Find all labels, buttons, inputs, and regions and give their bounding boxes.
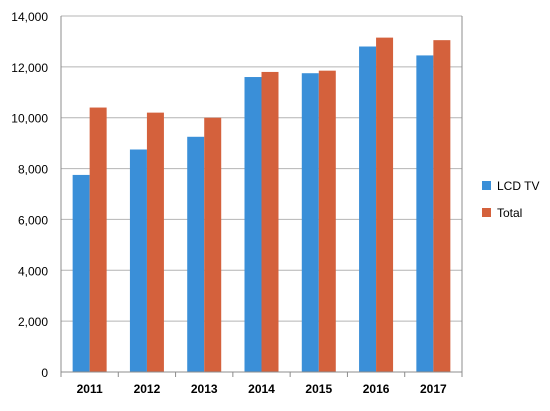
bar-lcd-tv-2016 bbox=[359, 46, 377, 373]
bar-total-2014 bbox=[261, 71, 279, 372]
bar-lcd-tv-2017 bbox=[416, 55, 434, 373]
y-tick-label: 8,000 bbox=[18, 163, 48, 177]
bar-total-2016 bbox=[376, 37, 394, 372]
y-tick-label: 6,000 bbox=[18, 213, 48, 227]
x-tick-label: 2011 bbox=[77, 382, 103, 396]
bar-lcd-tv-2014 bbox=[244, 77, 262, 373]
legend-swatch-total bbox=[482, 208, 491, 217]
x-tick-label: 2015 bbox=[305, 382, 332, 396]
bar-total-2013 bbox=[204, 117, 222, 372]
axes bbox=[60, 16, 463, 377]
bar-total-2017 bbox=[433, 40, 451, 373]
bar-lcd-tv-2013 bbox=[187, 136, 205, 372]
bar-total-2011 bbox=[89, 107, 107, 373]
y-tick-label: 10,000 bbox=[11, 112, 48, 126]
y-tick-label: 4,000 bbox=[18, 264, 48, 278]
bar-total-2015 bbox=[318, 70, 336, 373]
bar-lcd-tv-2012 bbox=[129, 149, 147, 372]
bar-total-2012 bbox=[146, 112, 164, 372]
y-tick-label: 12,000 bbox=[11, 61, 48, 75]
x-tick-labels: 2011 2012 2013 2014 2015 2016 2017 bbox=[77, 382, 447, 396]
legend: LCD TV Total bbox=[482, 179, 539, 220]
bar-lcd-tv-2011 bbox=[72, 174, 90, 372]
legend-label-total: Total bbox=[497, 206, 522, 220]
x-tick-label: 2017 bbox=[420, 382, 447, 396]
legend-label-lcd-tv: LCD TV bbox=[497, 179, 539, 193]
y-tick-label: 2,000 bbox=[18, 315, 48, 329]
x-tick-label: 2014 bbox=[248, 382, 275, 396]
y-tick-label: 14,000 bbox=[11, 10, 48, 24]
x-tick-label: 2012 bbox=[134, 382, 161, 396]
bar-lcd-tv-2015 bbox=[301, 73, 319, 372]
y-tick-labels: 0 2,000 4,000 6,000 8,000 10,000 12,000 14,000 bbox=[11, 10, 48, 380]
legend-swatch-lcd-tv bbox=[482, 181, 491, 190]
bars bbox=[72, 37, 451, 373]
x-tick-label: 2013 bbox=[191, 382, 218, 396]
x-tick-label: 2016 bbox=[363, 382, 390, 396]
y-tick-label: 0 bbox=[41, 366, 48, 380]
